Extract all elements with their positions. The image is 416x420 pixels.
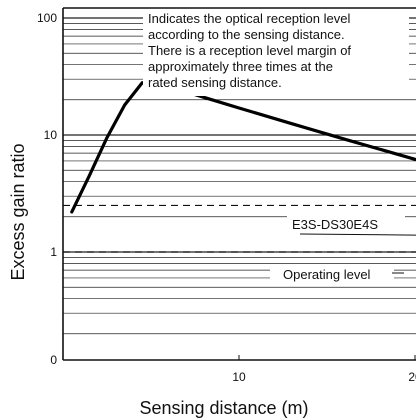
x-axis-title: Sensing distance (m) — [139, 398, 308, 418]
operating-level-label: Operating level — [283, 267, 371, 282]
operating-level-label-bg — [270, 264, 394, 282]
y-tick-label: 100 — [37, 11, 57, 25]
annotation-line: rated sensing distance. — [148, 75, 282, 90]
y-axis-title: Excess gain ratio — [8, 143, 28, 280]
x-tick-labels: 102030405060 — [232, 370, 416, 384]
series-line-e3s-ds30e4s — [70, 81, 416, 214]
annotation-line: There is a reception level margin of — [148, 43, 351, 58]
x-tick-label: 20 — [408, 370, 416, 384]
series-label-leader — [299, 233, 416, 236]
annotation-box — [143, 9, 409, 96]
annotation: Indicates the optical reception levelacc… — [148, 11, 351, 90]
annotation-line: according to the sensing distance. — [148, 27, 345, 42]
reference-lines — [63, 204, 416, 253]
y-tick-label-zero: 0 — [50, 353, 57, 367]
series-layer — [70, 81, 416, 214]
annotation-line: approximately three times at the — [148, 59, 333, 74]
series-label-bg — [287, 215, 405, 233]
y-tick-label: 10 — [44, 128, 58, 142]
annotation-line: Indicates the optical reception level — [148, 11, 350, 26]
y-tick-label: 1 — [50, 245, 57, 259]
series-label: E3S-DS30E4S — [292, 217, 378, 232]
x-tick-label: 10 — [232, 370, 246, 384]
